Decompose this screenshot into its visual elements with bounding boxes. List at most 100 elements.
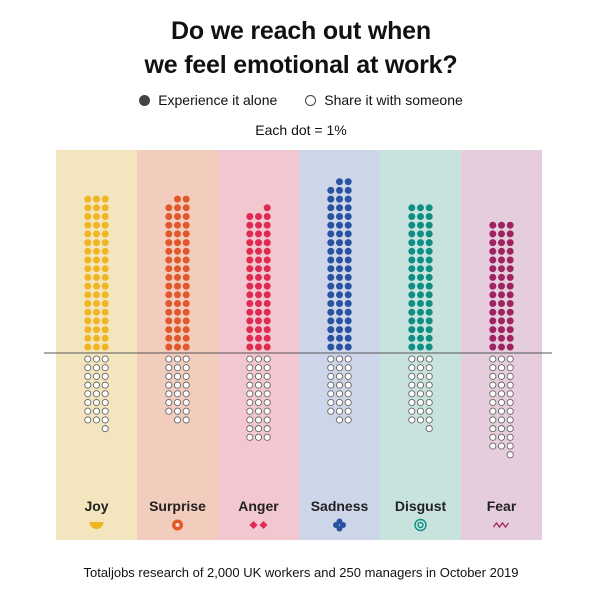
dot-alone-sadness	[336, 178, 343, 186]
dot-alone-fear	[498, 265, 505, 273]
dot-share-anger	[254, 390, 263, 398]
dot-share-fear	[506, 355, 514, 363]
target-dot-icon	[172, 519, 183, 531]
dot-alone-anger	[246, 326, 254, 334]
dot-share-disgust	[408, 390, 416, 398]
dot-alone-fear	[498, 247, 505, 255]
dot-alone-joy	[93, 308, 100, 316]
dot-share-surprise	[182, 416, 190, 424]
dot-alone-fear	[506, 326, 514, 334]
dot-alone-disgust	[425, 282, 433, 290]
dot-share-anger	[263, 407, 271, 415]
dot-alone-sadness	[344, 204, 352, 212]
dot-alone-surprise	[165, 273, 173, 281]
legend: Experience it alone Share it with someon…	[0, 92, 602, 108]
dot-alone-fear	[506, 317, 514, 325]
dot-share-fear	[506, 381, 514, 389]
dot-share-fear	[489, 433, 497, 441]
dot-alone-surprise	[182, 300, 190, 307]
dot-alone-sadness	[344, 308, 352, 316]
half-circle-icon	[89, 522, 104, 530]
dot-alone-joy	[84, 326, 92, 334]
dot-share-joy	[92, 381, 101, 389]
dot-alone-surprise	[182, 343, 190, 351]
dot-share-fear	[506, 372, 514, 380]
dot-alone-disgust	[417, 326, 424, 334]
dot-alone-disgust	[417, 239, 424, 247]
dot-alone-surprise	[174, 213, 181, 220]
dot-share-surprise	[182, 364, 190, 372]
zigzag-icon	[492, 521, 510, 529]
dot-alone-fear	[506, 291, 514, 299]
dot-alone-disgust	[417, 282, 424, 290]
empty-dot-icon	[305, 94, 317, 106]
dot-alone-sadness	[344, 326, 352, 334]
clover-icon	[333, 518, 346, 532]
dot-alone-surprise	[165, 230, 173, 238]
dot-alone-sadness	[327, 308, 335, 316]
dot-alone-fear	[498, 256, 505, 264]
dot-alone-joy	[84, 204, 92, 212]
dot-share-anger	[246, 372, 254, 380]
dot-alone-joy	[93, 343, 100, 351]
dot-alone-joy	[101, 300, 109, 307]
category-label-fear: Fear	[487, 498, 517, 514]
dot-share-disgust	[408, 381, 416, 389]
dot-alone-sadness	[327, 195, 335, 203]
legend-label-share: Share it with someone	[324, 92, 463, 108]
dot-alone-surprise	[174, 326, 181, 334]
dot-alone-anger	[263, 282, 271, 290]
dot-alone-fear	[498, 282, 505, 290]
dot-alone-disgust	[425, 247, 433, 255]
dot-share-anger	[263, 355, 271, 363]
dot-alone-sadness	[327, 256, 335, 264]
dot-alone-disgust	[425, 317, 433, 325]
dot-share-joy	[84, 355, 92, 363]
dot-share-disgust	[408, 416, 416, 424]
footnote: Totaljobs research of 2,000 UK workers a…	[83, 565, 519, 580]
legend-item-share: Share it with someone	[305, 92, 463, 108]
dot-share-surprise	[165, 355, 173, 363]
dot-alone-sadness	[327, 326, 335, 334]
dot-alone-anger	[255, 230, 262, 238]
dot-share-anger	[246, 381, 254, 389]
dot-alone-joy	[101, 221, 109, 229]
dot-alone-anger	[255, 308, 262, 316]
dot-share-surprise	[182, 355, 190, 363]
dot-share-disgust	[425, 407, 433, 415]
dot-share-fear	[497, 364, 506, 372]
dot-share-anger	[246, 398, 254, 407]
dot-alone-sadness	[327, 213, 335, 220]
dot-alone-disgust	[408, 247, 416, 255]
dot-alone-fear	[489, 230, 497, 238]
dot-alone-anger	[255, 343, 262, 351]
dot-alone-sadness	[336, 308, 343, 316]
dot-alone-disgust	[408, 239, 416, 247]
dot-share-sadness	[335, 364, 344, 372]
category-label-joy: Joy	[84, 498, 108, 514]
dot-alone-anger	[255, 300, 262, 307]
dot-share-sadness	[335, 355, 344, 363]
dot-share-fear	[489, 416, 497, 424]
dot-alone-anger	[255, 265, 262, 273]
dot-alone-sadness	[336, 213, 343, 220]
dot-alone-joy	[101, 213, 109, 220]
dot-alone-surprise	[182, 247, 190, 255]
dot-alone-surprise	[182, 326, 190, 334]
dot-share-anger	[254, 372, 263, 380]
dot-share-sadness	[335, 416, 344, 424]
dot-alone-surprise	[174, 291, 181, 299]
dot-alone-disgust	[417, 273, 424, 281]
dot-share-joy	[92, 372, 101, 380]
dot-alone-joy	[93, 282, 100, 290]
category-label-anger: Anger	[238, 498, 279, 514]
dot-alone-joy	[84, 282, 92, 290]
dot-alone-joy	[93, 326, 100, 334]
dot-alone-anger	[263, 204, 271, 212]
dot-alone-fear	[489, 265, 497, 273]
dot-share-surprise	[165, 372, 173, 380]
dot-alone-fear	[506, 282, 514, 290]
dot-alone-anger	[246, 213, 254, 220]
dot-share-fear	[497, 442, 506, 450]
